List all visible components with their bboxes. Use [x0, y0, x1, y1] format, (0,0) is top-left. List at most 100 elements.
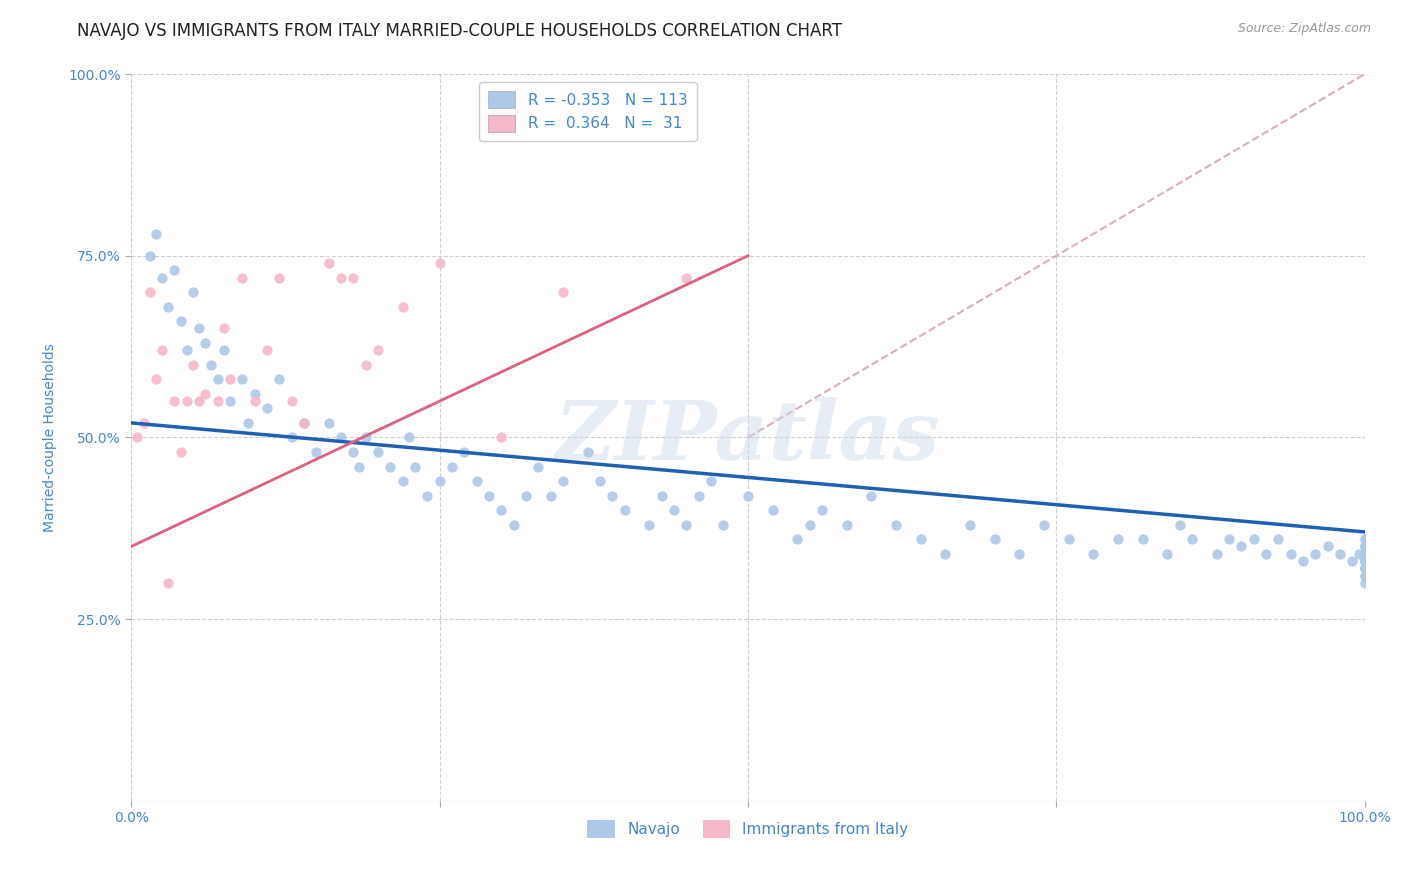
Point	[329, 430, 352, 444]
Point	[280, 394, 302, 409]
Point	[515, 489, 537, 503]
Point	[349, 459, 371, 474]
Point	[329, 270, 352, 285]
Point	[737, 489, 759, 503]
Point	[502, 517, 524, 532]
Point	[1354, 540, 1376, 554]
Point	[269, 372, 291, 386]
Point	[194, 387, 217, 401]
Point	[163, 394, 186, 409]
Point	[188, 394, 211, 409]
Point	[132, 416, 155, 430]
Point	[1292, 554, 1315, 568]
Point	[139, 285, 162, 299]
Point	[342, 270, 364, 285]
Point	[540, 489, 562, 503]
Point	[1354, 561, 1376, 575]
Point	[256, 343, 278, 358]
Point	[354, 430, 377, 444]
Point	[453, 445, 475, 459]
Point	[416, 489, 439, 503]
Point	[700, 474, 723, 488]
Point	[1354, 554, 1376, 568]
Point	[1354, 575, 1376, 590]
Point	[207, 372, 229, 386]
Point	[1057, 532, 1080, 546]
Point	[157, 300, 180, 314]
Point	[1033, 517, 1056, 532]
Point	[157, 575, 180, 590]
Point	[269, 270, 291, 285]
Point	[1354, 561, 1376, 575]
Point	[860, 489, 883, 503]
Point	[243, 387, 266, 401]
Point	[367, 445, 389, 459]
Point	[811, 503, 834, 517]
Point	[404, 459, 426, 474]
Point	[1354, 547, 1376, 561]
Point	[150, 270, 173, 285]
Point	[478, 489, 501, 503]
Point	[1316, 540, 1339, 554]
Point	[1230, 540, 1253, 554]
Point	[305, 445, 328, 459]
Point	[884, 517, 907, 532]
Point	[1341, 554, 1364, 568]
Point	[983, 532, 1005, 546]
Point	[231, 270, 253, 285]
Point	[231, 372, 253, 386]
Point	[1305, 547, 1327, 561]
Point	[675, 517, 697, 532]
Point	[1354, 540, 1376, 554]
Y-axis label: Married-couple Households: Married-couple Households	[44, 343, 58, 532]
Point	[219, 372, 242, 386]
Point	[219, 394, 242, 409]
Point	[688, 489, 710, 503]
Point	[1354, 532, 1376, 546]
Point	[551, 474, 574, 488]
Point	[934, 547, 956, 561]
Point	[491, 430, 513, 444]
Point	[139, 249, 162, 263]
Point	[1156, 547, 1178, 561]
Point	[1168, 517, 1191, 532]
Point	[799, 517, 821, 532]
Point	[169, 314, 191, 328]
Point	[589, 474, 612, 488]
Point	[1354, 561, 1376, 575]
Point	[188, 321, 211, 335]
Point	[1354, 561, 1376, 575]
Point	[762, 503, 785, 517]
Point	[1354, 547, 1376, 561]
Point	[491, 503, 513, 517]
Point	[318, 416, 340, 430]
Point	[292, 416, 315, 430]
Point	[212, 321, 235, 335]
Point	[910, 532, 932, 546]
Point	[238, 416, 260, 430]
Point	[675, 270, 697, 285]
Text: ZIPatlas: ZIPatlas	[555, 398, 941, 477]
Point	[662, 503, 685, 517]
Point	[600, 489, 623, 503]
Point	[1254, 547, 1277, 561]
Point	[292, 416, 315, 430]
Point	[429, 256, 451, 270]
Point	[1354, 547, 1376, 561]
Point	[1181, 532, 1204, 546]
Point	[835, 517, 858, 532]
Point	[342, 445, 364, 459]
Point	[354, 358, 377, 372]
Point	[1354, 532, 1376, 546]
Point	[1218, 532, 1240, 546]
Point	[959, 517, 981, 532]
Point	[1205, 547, 1227, 561]
Point	[176, 343, 198, 358]
Point	[163, 263, 186, 277]
Point	[551, 285, 574, 299]
Point	[613, 503, 636, 517]
Point	[1083, 547, 1105, 561]
Point	[145, 227, 167, 241]
Point	[380, 459, 402, 474]
Point	[1267, 532, 1289, 546]
